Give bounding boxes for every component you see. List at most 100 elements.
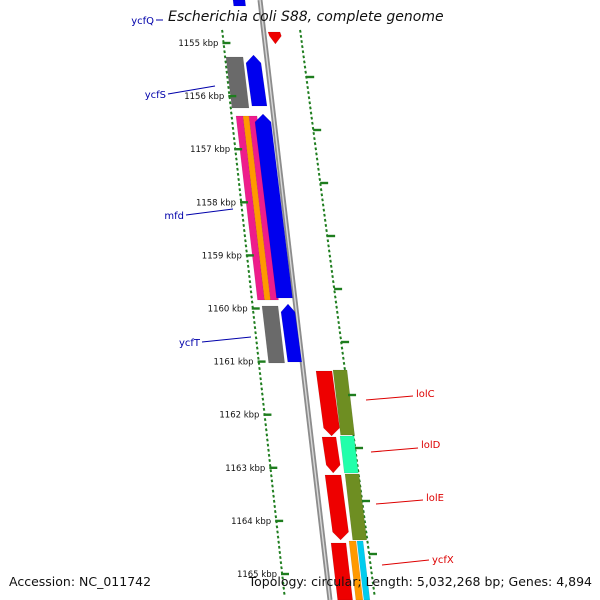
tick-dot [364,530,368,534]
tick-dot [266,443,270,447]
tick-dot [331,275,334,279]
gene-label-mfd: mfd [164,211,184,222]
gene-labels: ycfQ ycfS mfd ycfT lolC lolD lolE ycfX [131,16,454,566]
tick-dot [325,229,328,233]
tick-dot [239,198,243,202]
tick-dot [237,177,240,181]
tick-dot [312,131,316,136]
tick-dot [241,218,245,222]
tick-dot [342,356,345,360]
tick-dot [301,50,305,54]
tick-dot [272,499,276,503]
tick-dot [252,315,256,319]
tick-dot [240,203,243,207]
gene-label-leader [185,208,234,216]
tick-dot [267,453,271,457]
gene-label-lolE: lolE [426,493,444,504]
tick-dot [366,540,369,544]
kbp-ticks: 1155 kbp 1156 kbp 1157 kbp 1158 kbp 1159 kbp… [178,39,377,580]
tick-dot [248,280,252,284]
tick-dot [333,290,336,294]
tick-dot [368,561,372,565]
tick-dot [271,489,275,493]
tick-dot [336,315,340,319]
gene-label-leader [375,499,424,505]
tick-dot [317,172,321,176]
tick-dot [238,188,242,192]
gene-lolD-mint [339,435,359,474]
tick-dot [233,142,236,146]
tick-dot [230,116,234,120]
tick-dot [321,198,324,202]
kbp-tick-label: 1155 kbp [178,39,218,49]
tick-dot [316,162,320,166]
gene-ycfX-cyan [356,540,371,600]
tick-dot [269,469,273,473]
tick-dot [326,239,330,243]
kbp-tick-label: 1160 kbp [208,305,248,315]
kbp-tick-label: 1157 kbp [190,145,230,155]
tick-dot [337,320,340,325]
tick-dot [258,372,262,376]
tick-dot [334,300,338,304]
tick-dot [276,535,280,539]
tick-dot [304,70,307,74]
tick-dot [232,137,236,141]
tick-dot [252,310,255,314]
tick-dot [368,556,371,560]
tick-dot [370,571,373,575]
tick-dot [223,50,226,54]
gene-label-ycfS: ycfS [145,90,166,101]
tick-dot [266,438,269,442]
gene-label-leader [370,447,419,453]
tick-dot [268,464,272,468]
gene-mfd-magenta-2 [248,115,279,301]
cds-ycfQ-forward [232,0,246,7]
tick-dot [339,336,342,340]
tick-dot [310,116,314,120]
gene-ycfS-gray [225,56,250,109]
tick-dot [322,208,326,212]
genome-title: Escherichia coli S88, complete genome [168,9,444,25]
inner-tick-ring [221,29,286,595]
tick-dot [273,504,276,508]
tick-dot [259,377,262,381]
gene-label-ycfX: ycfX [432,555,454,566]
gene-ycfT-gray [261,305,285,364]
tick-dot [237,183,241,187]
outer-tick-ring [299,29,376,595]
kbp-tick-label: 1164 kbp [231,517,271,527]
tick-dot [363,520,367,524]
tick-dot [239,193,242,197]
tick-dot [241,213,244,217]
tick-dot [228,101,232,105]
kbp-tick-label: 1159 kbp [202,251,242,261]
tick-dot [255,341,258,345]
tick-dot [254,331,257,335]
tick-dot [307,91,310,95]
cds-lolE-reverse [324,474,349,541]
tick-dot [335,305,338,309]
tick-dot [305,80,309,84]
tick-dot [336,310,339,314]
tick-dot [259,382,263,386]
tick-dot [315,152,318,156]
tick-dot [262,402,265,406]
tick-dot [224,60,227,64]
tick-dot [242,223,245,227]
tick-dot [343,366,346,371]
tick-dot [248,275,251,279]
tick-dot [254,336,258,340]
tick-dot [264,428,268,432]
tick-dot [373,591,376,595]
gene-label-leader [365,395,414,401]
tick-dot [313,137,316,141]
tick-dot [260,387,264,391]
tick-dot [231,121,234,125]
tick-dot [362,515,366,519]
tick-dot [323,218,327,222]
tick-dot [225,70,229,74]
tick-dot [364,525,367,529]
